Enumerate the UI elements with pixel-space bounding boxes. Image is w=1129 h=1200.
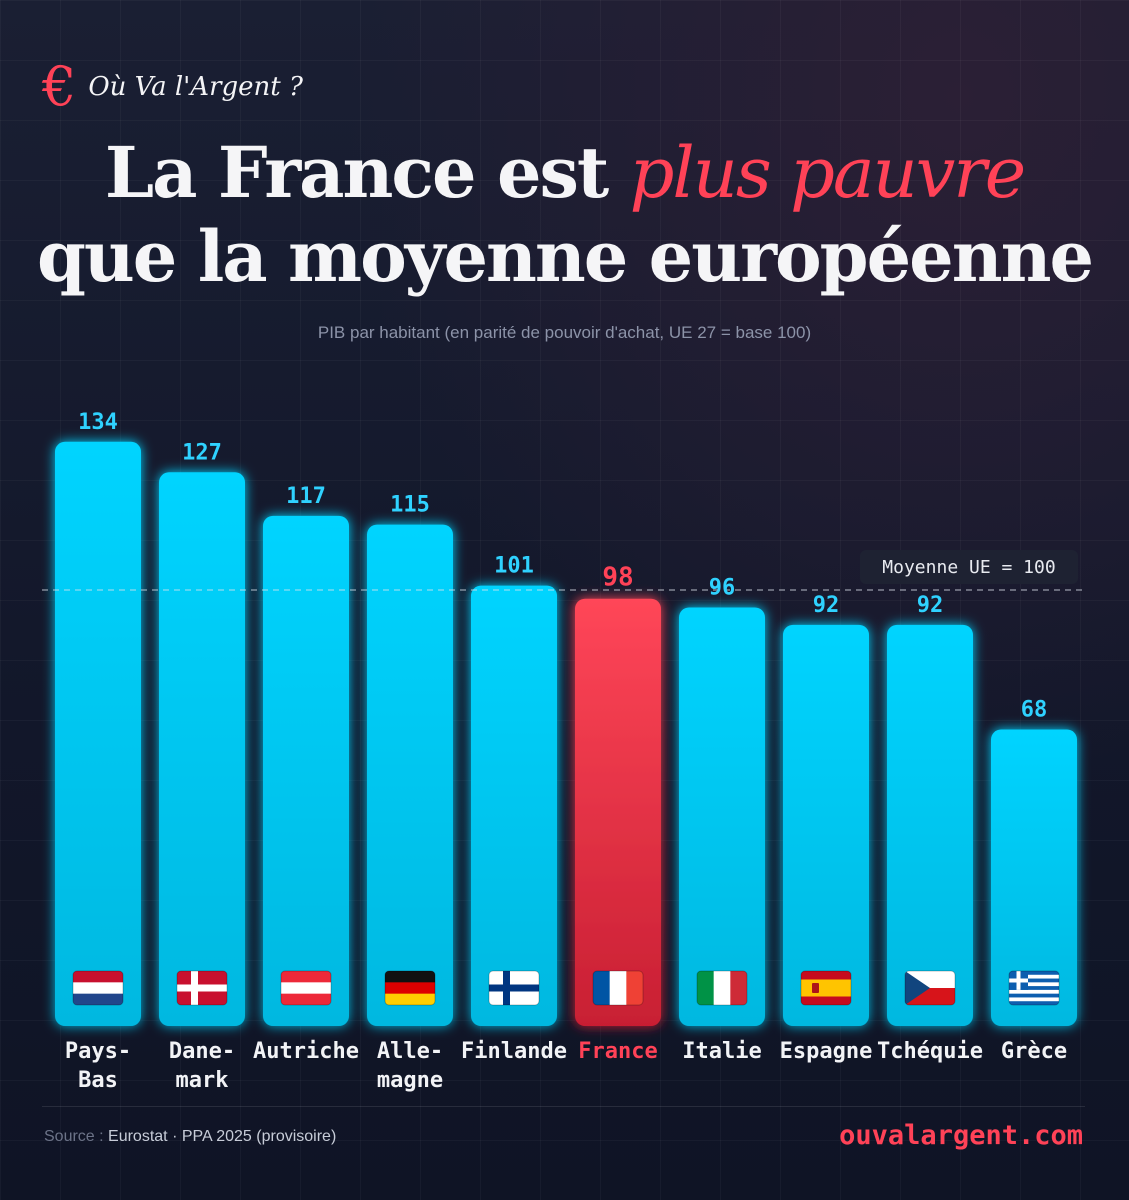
reference-label: Moyenne UE = 100	[882, 557, 1055, 578]
category-label: Finlande	[461, 1039, 567, 1064]
value-label: 96	[709, 575, 736, 600]
value-label: 92	[917, 593, 944, 618]
website-link[interactable]: ouvalargent.com	[839, 1120, 1083, 1151]
bar-finlande	[471, 585, 557, 1026]
category-label: Italie	[682, 1039, 761, 1064]
category-label: mark	[176, 1068, 229, 1093]
source-note: Source : Eurostat · PPA 2025 (provisoire…	[44, 1128, 336, 1146]
source-label: Source :	[44, 1128, 109, 1145]
reference-badge: Moyenne UE = 100	[860, 550, 1078, 584]
category-label: magne	[377, 1068, 443, 1093]
value-label: 92	[813, 593, 840, 618]
title-line-2: que la moyenne européenne	[36, 215, 1094, 298]
page-title: La France est plus pauvre que la moyenne…	[0, 138, 1129, 292]
brand-logo: € Où Va l'Argent ?	[42, 60, 303, 114]
flag-netherlands-icon	[72, 970, 124, 1006]
category-label: Grèce	[1001, 1039, 1067, 1064]
category-label: Dane-	[169, 1039, 235, 1064]
value-label: 115	[390, 493, 430, 518]
flag-denmark-icon	[176, 970, 228, 1006]
footer-divider	[42, 1106, 1085, 1107]
bar-espagne	[783, 624, 869, 1026]
value-label: 117	[286, 484, 326, 509]
bar-chart: Moyenne UE = 100 134 Pays- Bas 127 Dane-mark…	[42, 410, 1087, 1093]
value-label: 101	[494, 554, 534, 579]
flag-greece-icon	[1008, 970, 1060, 1006]
bar-autriche	[263, 515, 349, 1026]
category-label: Autriche	[253, 1039, 359, 1064]
category-label: France	[578, 1039, 657, 1064]
chart-subtitle: PIB par habitant (en parité de pouvoir d…	[317, 323, 812, 342]
bar-grèce	[991, 729, 1077, 1026]
value-label: 127	[182, 440, 222, 465]
value-label: 98	[602, 563, 633, 593]
source-text: Eurostat · PPA 2025 (provisoire)	[108, 1128, 337, 1145]
flag-france-icon	[592, 970, 644, 1006]
category-label: Bas	[78, 1068, 118, 1093]
flag-finland-icon	[488, 970, 540, 1006]
category-label: Alle-	[377, 1039, 443, 1064]
flag-germany-icon	[384, 970, 436, 1006]
title-line-1: La France est plus pauvre	[104, 131, 1027, 214]
bar-pays-bas	[55, 441, 141, 1026]
flag-austria-icon	[280, 970, 332, 1006]
title-accent: plus pauvre	[629, 132, 1027, 214]
flag-italy-icon	[696, 970, 748, 1006]
category-label: Pays-	[65, 1039, 131, 1064]
category-label: Espagne	[780, 1039, 873, 1064]
category-label: Tchéquie	[877, 1039, 983, 1064]
title-part-1: La France est	[104, 131, 630, 214]
value-label: 68	[1021, 698, 1048, 723]
flag-czechia-icon	[904, 970, 956, 1006]
bar-danemark	[159, 472, 245, 1026]
euro-icon: €	[42, 55, 77, 118]
brand-name: Où Va l'Argent ?	[88, 72, 303, 102]
bar-allemagne	[367, 524, 453, 1026]
bar-tchéquie	[887, 624, 973, 1026]
flag-spain-icon	[800, 970, 852, 1006]
value-label: 134	[78, 410, 118, 435]
bar-france	[575, 598, 661, 1026]
bar-italie	[679, 607, 765, 1026]
